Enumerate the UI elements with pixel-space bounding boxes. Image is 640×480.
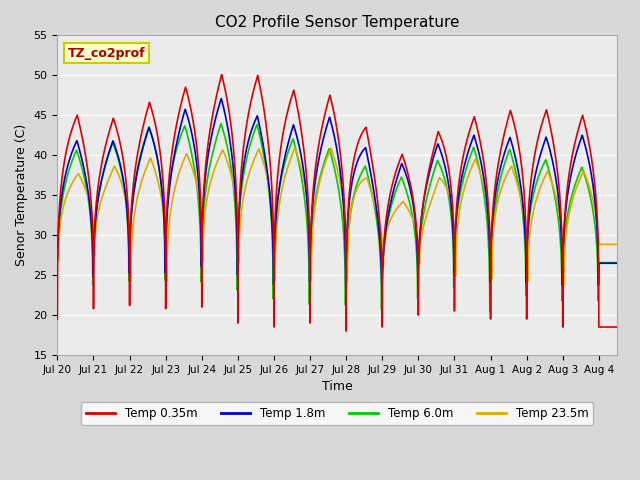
Temp 0.35m bbox=[342, 328, 350, 334]
Temp 1.8m bbox=[568, 167, 576, 173]
Temp 23.5m bbox=[291, 145, 299, 151]
Temp 6.0m bbox=[319, 162, 327, 168]
Temp 0.35m bbox=[289, 91, 296, 97]
Temp 0.35m bbox=[596, 324, 604, 330]
Temp 6.0m bbox=[613, 260, 621, 265]
Temp 1.8m bbox=[613, 260, 621, 266]
Temp 23.5m bbox=[613, 241, 621, 247]
Temp 6.0m bbox=[596, 260, 604, 265]
Temp 6.0m bbox=[217, 121, 225, 127]
Temp 0.35m bbox=[293, 103, 301, 109]
Temp 23.5m bbox=[54, 227, 61, 232]
Temp 1.8m bbox=[293, 134, 301, 140]
Line: Temp 0.35m: Temp 0.35m bbox=[58, 75, 617, 331]
Temp 6.0m bbox=[293, 152, 301, 158]
Temp 23.5m bbox=[560, 282, 568, 288]
Temp 1.8m bbox=[460, 164, 468, 170]
Temp 6.0m bbox=[54, 248, 61, 253]
Temp 0.35m bbox=[54, 316, 61, 322]
Temp 23.5m bbox=[460, 187, 468, 192]
Line: Temp 23.5m: Temp 23.5m bbox=[58, 148, 617, 285]
Temp 1.8m bbox=[319, 136, 327, 142]
Temp 0.35m bbox=[613, 324, 621, 330]
Temp 6.0m bbox=[486, 308, 493, 314]
Temp 0.35m bbox=[319, 118, 327, 124]
Line: Temp 6.0m: Temp 6.0m bbox=[58, 124, 617, 311]
Y-axis label: Senor Temperature (C): Senor Temperature (C) bbox=[15, 124, 28, 266]
Line: Temp 1.8m: Temp 1.8m bbox=[58, 98, 617, 297]
Temp 6.0m bbox=[460, 174, 468, 180]
Temp 6.0m bbox=[289, 137, 296, 143]
Legend: Temp 0.35m, Temp 1.8m, Temp 6.0m, Temp 23.5m: Temp 0.35m, Temp 1.8m, Temp 6.0m, Temp 2… bbox=[81, 402, 593, 425]
Temp 1.8m bbox=[289, 125, 296, 131]
Temp 1.8m bbox=[596, 260, 604, 266]
Temp 0.35m bbox=[460, 149, 468, 155]
Temp 23.5m bbox=[319, 166, 327, 171]
Title: CO2 Profile Sensor Temperature: CO2 Profile Sensor Temperature bbox=[215, 15, 460, 30]
Temp 6.0m bbox=[568, 192, 576, 197]
Temp 1.8m bbox=[378, 294, 386, 300]
Temp 23.5m bbox=[293, 151, 301, 157]
Temp 0.35m bbox=[218, 72, 225, 78]
Temp 23.5m bbox=[289, 151, 296, 157]
Temp 23.5m bbox=[596, 241, 604, 247]
Temp 1.8m bbox=[218, 96, 225, 101]
Temp 1.8m bbox=[54, 255, 61, 261]
Temp 23.5m bbox=[568, 198, 576, 204]
Temp 0.35m bbox=[568, 153, 576, 159]
X-axis label: Time: Time bbox=[322, 380, 353, 393]
Text: TZ_co2prof: TZ_co2prof bbox=[67, 47, 145, 60]
